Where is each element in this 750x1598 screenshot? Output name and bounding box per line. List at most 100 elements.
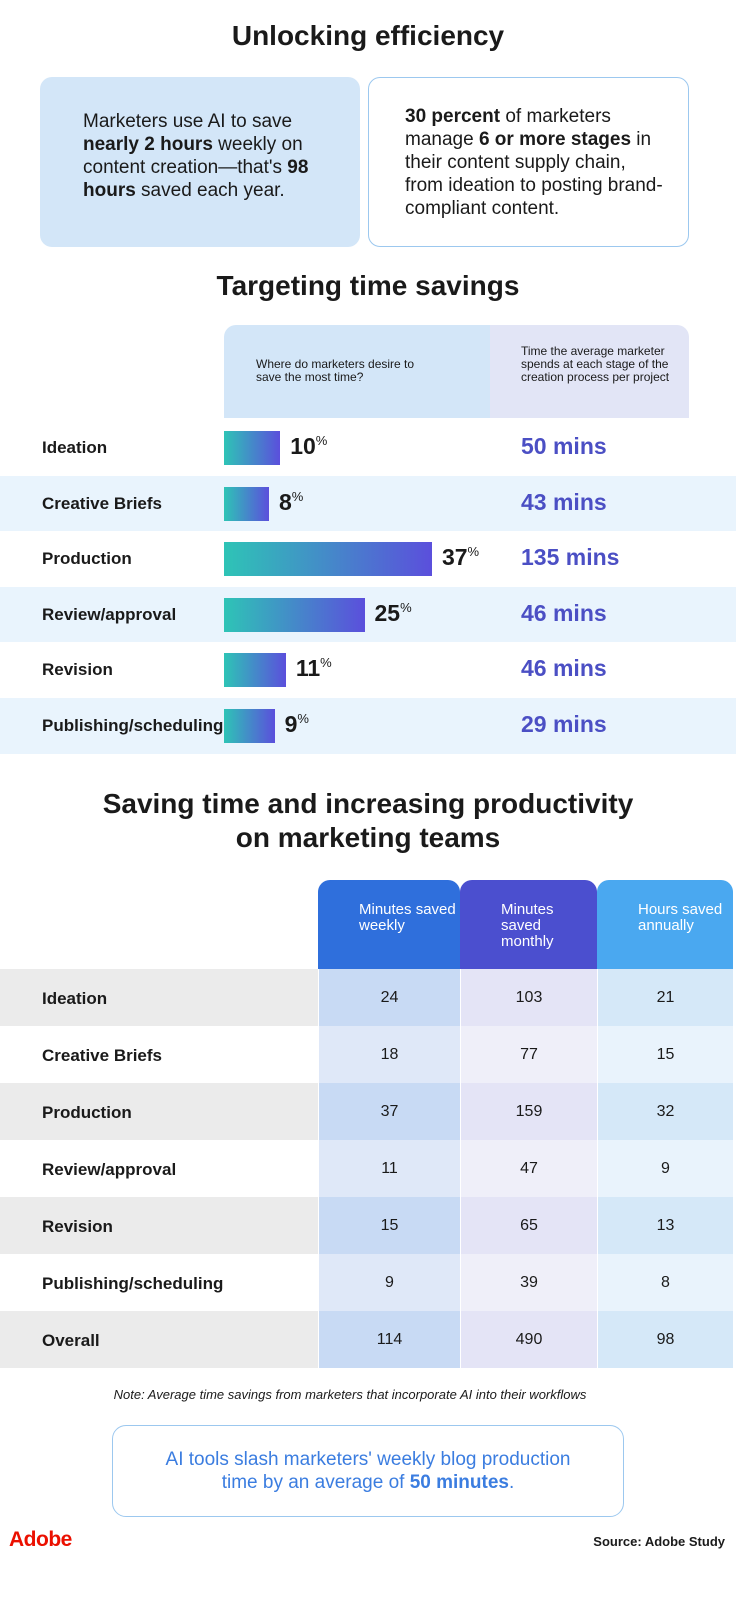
stat-text: 30 percent of marketers manage 6 or more… — [405, 105, 665, 220]
table-header: Minutes saved weekly — [318, 880, 460, 969]
bar-value: 37 — [441, 544, 468, 571]
row-label: Production — [42, 549, 132, 569]
column-header: Where do marketers desire to save the mo… — [224, 325, 490, 418]
table-header: Minutes saved monthly — [460, 880, 597, 969]
callout-text: AI tools slash marketers' weekly blog pr… — [153, 1448, 583, 1494]
table-cell: 37 — [318, 1083, 460, 1140]
stat-card: Marketers use AI to save nearly 2 hours … — [40, 77, 360, 247]
percent-sign: % — [400, 599, 412, 615]
bar-value: 9 — [284, 711, 298, 737]
percent-sign: % — [320, 655, 332, 671]
row-band — [0, 1311, 318, 1368]
page-title: Unlocking efficiency — [231, 20, 505, 51]
source: Source: Adobe Study — [593, 1534, 725, 1549]
bar-label: 8% — [279, 489, 303, 516]
row-label: Publishing/scheduling — [42, 1274, 224, 1293]
bar-value: 8 — [278, 488, 292, 515]
table-cell: 9 — [597, 1140, 733, 1197]
percent-sign: % — [291, 488, 304, 504]
text-segment: AI tools slash marketers' weekly blog pr… — [165, 1449, 571, 1493]
table-header: Hours saved annually — [597, 880, 733, 969]
table-cell: 21 — [597, 969, 733, 1026]
table-cell: 32 — [597, 1083, 733, 1140]
text-segment: Marketers use AI to save — [83, 111, 293, 132]
table-cell: 18 — [318, 1026, 460, 1083]
row-band — [0, 475, 736, 532]
bar-label: 11% — [296, 655, 332, 682]
text-segment: weekly on content creation—that's — [83, 134, 303, 178]
text-segment: nearly 2 hours — [83, 134, 213, 155]
note: Note: Average time savings from marketer… — [113, 1387, 587, 1402]
row-label: Production — [42, 1103, 132, 1122]
table-cell: 9 — [318, 1254, 460, 1311]
row-band — [0, 420, 736, 476]
row-band — [0, 642, 736, 699]
table-cell: 103 — [460, 969, 597, 1026]
bar-label: 9% — [285, 711, 309, 738]
row-band — [0, 969, 318, 1026]
time-spent: 46 mins — [521, 655, 607, 682]
row-band — [0, 1083, 318, 1140]
text-segment: saved each year. — [135, 180, 285, 201]
table-cell: 114 — [318, 1311, 460, 1368]
table-cell: 159 — [460, 1083, 597, 1140]
text-segment: of marketers manage — [405, 106, 611, 150]
table-cell: 77 — [460, 1026, 597, 1083]
row-band — [0, 1254, 318, 1311]
table-cell: 24 — [318, 969, 460, 1026]
column-header: Time the average marketer spends at each… — [490, 325, 689, 418]
table-cell: 39 — [460, 1254, 597, 1311]
logo: Adobe — [9, 1528, 72, 1551]
section-title: Saving time and increasing productivity … — [102, 788, 634, 853]
time-spent: 50 mins — [521, 433, 607, 459]
row-label: Creative Briefs — [42, 1046, 163, 1065]
stat-text: Marketers use AI to save nearly 2 hours … — [83, 110, 333, 202]
percent-sign: % — [467, 544, 480, 560]
table-cell: 11 — [318, 1140, 460, 1197]
text-segment: 98 hours — [83, 157, 309, 201]
row-label: Creative Briefs — [42, 493, 163, 513]
table-cell: 13 — [597, 1197, 733, 1254]
row-label: Review/approval — [42, 604, 177, 624]
row-label: Ideation — [42, 989, 108, 1008]
row-label: Revision — [42, 1217, 113, 1236]
time-spent: 29 mins — [521, 711, 607, 737]
bar-value: 25 — [374, 599, 401, 626]
time-spent: 135 mins — [521, 544, 620, 571]
row-label: Publishing/scheduling — [42, 716, 224, 735]
bar — [224, 597, 365, 632]
column-header-text: Where do marketers desire to save the mo… — [256, 357, 415, 384]
table-cell: 490 — [460, 1311, 597, 1368]
row-label: Revision — [42, 660, 113, 680]
table-cell: 47 — [460, 1140, 597, 1197]
text-segment: 6 or more stages — [478, 129, 632, 150]
time-spent: 46 mins — [521, 599, 607, 626]
bar-value: 10 — [290, 433, 316, 459]
bar-label: 10% — [290, 433, 327, 460]
callout: AI tools slash marketers' weekly blog pr… — [112, 1425, 624, 1517]
text-segment: 30 percent — [405, 106, 501, 127]
section-title: Targeting time savings — [216, 270, 520, 301]
row-label: Review/approval — [42, 1160, 177, 1179]
table-cell: 8 — [597, 1254, 733, 1311]
column-header-text: Time the average marketer spends at each… — [521, 344, 670, 384]
row-label: Ideation — [42, 438, 108, 457]
row-label: Overall — [42, 1331, 100, 1350]
table-cell: 15 — [318, 1197, 460, 1254]
row-band — [0, 1026, 318, 1083]
stat-card: 30 percent of marketers manage 6 or more… — [368, 77, 689, 247]
bar-label: 25% — [375, 600, 412, 627]
bar — [224, 431, 281, 465]
bar-value: 11 — [295, 655, 321, 682]
percent-sign: % — [315, 433, 328, 448]
bar — [224, 486, 269, 521]
bar — [224, 653, 286, 688]
row-band — [0, 1140, 318, 1197]
row-band — [0, 698, 736, 754]
text-segment: 50 minutes — [409, 1472, 509, 1493]
table-cell: 65 — [460, 1197, 597, 1254]
text-segment: in their content supply chain, from idea… — [405, 129, 663, 219]
bar — [224, 542, 432, 577]
